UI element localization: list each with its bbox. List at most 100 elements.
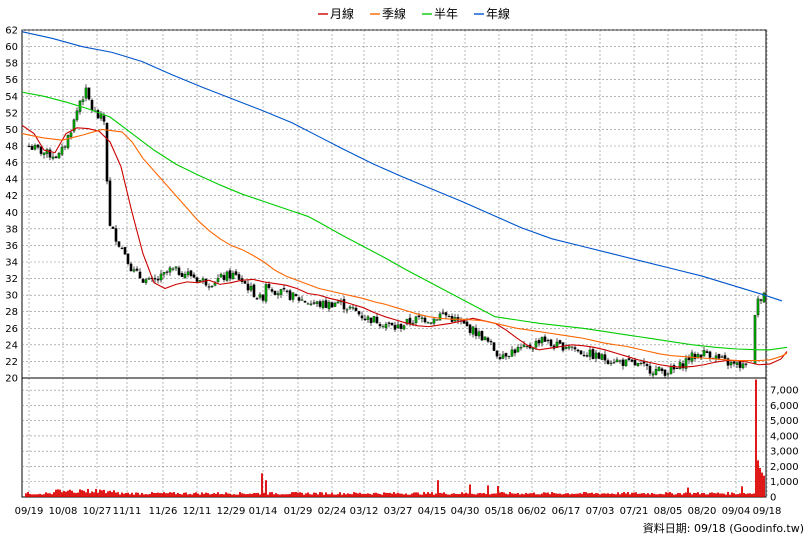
volume-bar	[751, 493, 753, 497]
candle-body	[384, 324, 388, 329]
volume-bar	[85, 492, 87, 497]
x-tick-label: 08/05	[654, 506, 683, 517]
candle	[237, 272, 241, 281]
candle	[288, 289, 292, 302]
volume-bar	[129, 494, 131, 497]
candle	[606, 358, 610, 365]
volume-bar	[759, 468, 761, 497]
volume-bar	[455, 493, 457, 497]
volume-bar	[497, 486, 499, 497]
candle-body	[72, 119, 76, 132]
candle	[753, 315, 757, 365]
volume-bar	[69, 489, 71, 497]
volume-bar	[37, 494, 39, 497]
volume-bar	[27, 492, 29, 497]
volume-bars	[25, 379, 765, 497]
candle-body	[723, 355, 727, 359]
candle-body	[180, 273, 184, 277]
volume-bar	[437, 480, 439, 497]
candle-body	[336, 301, 340, 304]
x-tick-label: 01/14	[249, 506, 278, 517]
volume-bar	[105, 493, 107, 497]
volume-bar	[331, 492, 333, 497]
legend: 月線 季線 半年 年線	[318, 6, 510, 21]
candle-body	[171, 268, 175, 270]
candle	[591, 346, 595, 360]
volume-bar	[335, 494, 337, 497]
volume-bar	[91, 491, 93, 497]
volume-bar	[645, 494, 647, 497]
volume-bar	[735, 494, 737, 497]
candle-body	[534, 341, 538, 348]
volume-bar	[375, 492, 377, 497]
volume-bar	[709, 492, 711, 497]
volume-bar	[209, 494, 211, 497]
candle	[348, 305, 352, 310]
volume-bar	[77, 492, 79, 497]
candle-body	[543, 336, 547, 342]
legend-item-2: 季線	[370, 6, 406, 21]
volume-bar	[741, 486, 743, 497]
volume-bar	[63, 491, 65, 497]
volume-bar	[255, 493, 257, 497]
candle-body	[114, 228, 118, 242]
volume-bar	[593, 493, 595, 497]
volume-tick-label: 6,000	[770, 401, 799, 412]
candle-body	[282, 288, 286, 290]
volume-bar	[75, 492, 77, 497]
candle	[345, 307, 349, 314]
volume-bar	[35, 494, 37, 497]
candle	[564, 344, 568, 350]
candle-body	[633, 360, 637, 366]
volume-bar	[269, 492, 271, 497]
candle-body	[492, 342, 496, 351]
candle	[246, 280, 250, 294]
candle	[720, 354, 724, 358]
candle	[732, 361, 736, 367]
volume-bar	[191, 494, 193, 497]
volume-bar	[371, 494, 373, 497]
candle-body	[90, 99, 94, 111]
candle	[60, 143, 64, 157]
volume-bar	[147, 494, 149, 497]
volume-bar	[705, 494, 707, 497]
candle	[543, 334, 547, 342]
legend-label: 年線	[486, 6, 510, 21]
volume-bar	[421, 494, 423, 497]
legend-item-4: 年線	[474, 6, 510, 21]
candle-body	[429, 322, 433, 324]
candle	[735, 361, 739, 368]
price-tick-label: 20	[5, 374, 18, 385]
candle-body	[45, 149, 49, 155]
candle-body	[126, 253, 130, 264]
candle-body	[261, 294, 265, 301]
candle	[210, 285, 214, 289]
volume-bar	[701, 493, 703, 497]
candle-body	[699, 354, 703, 358]
volume-bar	[219, 494, 221, 497]
volume-bar	[713, 493, 715, 497]
candle-body	[219, 274, 223, 278]
volume-bar	[573, 494, 575, 497]
candle	[702, 346, 706, 357]
volume-bar	[135, 492, 137, 497]
volume-bar	[439, 492, 441, 497]
x-tick-label: 09/04	[722, 506, 751, 517]
price-tick-label: 34	[5, 258, 18, 269]
volume-bar	[427, 492, 429, 497]
volume-bar	[403, 494, 405, 497]
volume-bar	[499, 492, 501, 497]
candle	[612, 358, 616, 364]
candle	[468, 323, 472, 336]
candle-body	[666, 373, 670, 375]
candle-body	[438, 313, 442, 321]
price-tick-label: 54	[5, 92, 18, 103]
candle-body	[582, 354, 586, 357]
candle	[270, 287, 274, 294]
candle	[684, 354, 688, 372]
candle-body	[654, 369, 658, 375]
candle-body	[54, 156, 58, 158]
candle	[27, 143, 31, 147]
candle-body	[42, 152, 46, 155]
